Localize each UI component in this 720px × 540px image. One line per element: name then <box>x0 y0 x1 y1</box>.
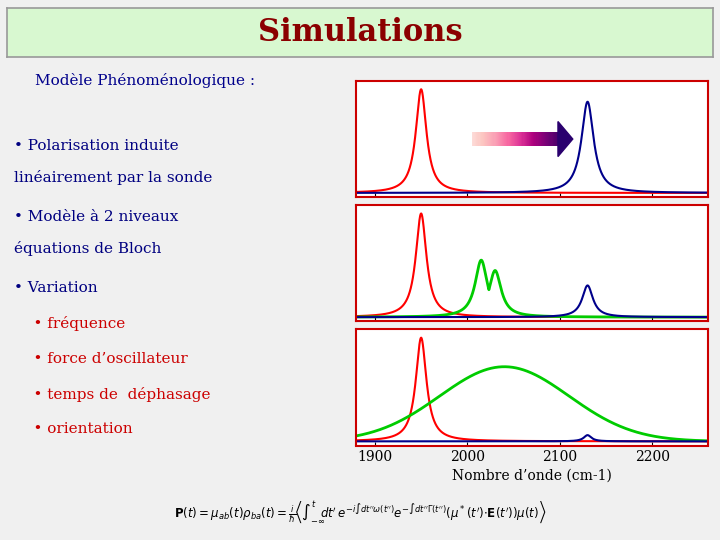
Text: • Variation: • Variation <box>14 281 98 295</box>
Polygon shape <box>558 122 573 157</box>
Text: linéairement par la sonde: linéairement par la sonde <box>14 170 212 185</box>
Text: • temps de  déphasage: • temps de déphasage <box>14 387 211 402</box>
Text: • orientation: • orientation <box>14 422 132 436</box>
X-axis label: Nombre d’onde (cm-1): Nombre d’onde (cm-1) <box>452 469 612 483</box>
Text: • force d’oscillateur: • force d’oscillateur <box>14 352 188 366</box>
Text: • Modèle à 2 niveaux: • Modèle à 2 niveaux <box>14 210 179 224</box>
Text: $\mathbf{P}(t){=}\mu_{ab}(t)\rho_{ba}(t){=}\frac{i}{\hbar}\!\left\langle\int_{-\: $\mathbf{P}(t){=}\mu_{ab}(t)\rho_{ba}(t)… <box>174 499 546 525</box>
Text: équations de Bloch: équations de Bloch <box>14 241 161 256</box>
Text: Modèle Phénoménologique :: Modèle Phénoménologique : <box>35 73 256 87</box>
Text: • Polarisation induite: • Polarisation induite <box>14 139 179 153</box>
Text: • fréquence: • fréquence <box>14 316 125 331</box>
Text: Simulations: Simulations <box>258 17 462 48</box>
